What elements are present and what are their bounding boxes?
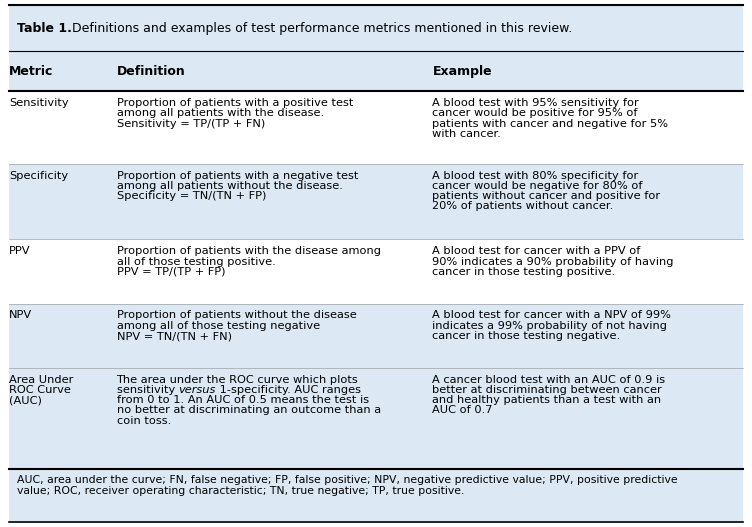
- Text: and healthy patients than a test with an: and healthy patients than a test with an: [432, 395, 662, 405]
- Text: PPV: PPV: [9, 246, 31, 256]
- Text: patients without cancer and positive for: patients without cancer and positive for: [432, 191, 660, 201]
- Text: A blood test for cancer with a NPV of 99%: A blood test for cancer with a NPV of 99…: [432, 310, 672, 320]
- Text: coin toss.: coin toss.: [117, 416, 171, 426]
- Text: 1-specificity. AUC ranges: 1-specificity. AUC ranges: [216, 385, 361, 395]
- Text: Definition: Definition: [117, 65, 185, 78]
- Text: from 0 to 1. An AUC of 0.5 means the test is: from 0 to 1. An AUC of 0.5 means the tes…: [117, 395, 368, 405]
- Text: indicates a 99% probability of not having: indicates a 99% probability of not havin…: [432, 321, 668, 331]
- Text: A blood test with 95% sensitivity for: A blood test with 95% sensitivity for: [432, 98, 639, 108]
- Bar: [9, 164, 743, 239]
- Text: 90% indicates a 90% probability of having: 90% indicates a 90% probability of havin…: [432, 257, 674, 267]
- Bar: [9, 239, 743, 304]
- Text: A blood test with 80% specificity for: A blood test with 80% specificity for: [432, 171, 638, 181]
- Text: Proportion of patients without the disease: Proportion of patients without the disea…: [117, 310, 356, 320]
- Text: versus: versus: [178, 385, 216, 395]
- Text: NPV = TN/(TN + FN): NPV = TN/(TN + FN): [117, 331, 232, 341]
- Bar: [9, 5, 743, 52]
- Text: AUC of 0.7: AUC of 0.7: [432, 405, 493, 415]
- Text: Specificity: Specificity: [9, 171, 68, 181]
- Bar: [9, 91, 743, 164]
- Bar: [9, 368, 743, 469]
- Text: no better at discriminating an outcome than a: no better at discriminating an outcome t…: [117, 405, 381, 415]
- Text: value; ROC, receiver operating characteristic; TN, true negative; TP, true posit: value; ROC, receiver operating character…: [17, 486, 464, 496]
- Text: Proportion of patients with a positive test: Proportion of patients with a positive t…: [117, 98, 353, 108]
- Text: Example: Example: [432, 65, 492, 78]
- Text: PPV = TP/(TP + FP): PPV = TP/(TP + FP): [117, 267, 225, 277]
- Text: Sensitivity: Sensitivity: [9, 98, 68, 108]
- Text: among all of those testing negative: among all of those testing negative: [117, 321, 320, 331]
- Text: cancer in those testing negative.: cancer in those testing negative.: [432, 331, 620, 341]
- Text: Area Under: Area Under: [9, 375, 74, 385]
- Text: Metric: Metric: [9, 65, 53, 78]
- Text: A cancer blood test with an AUC of 0.9 is: A cancer blood test with an AUC of 0.9 i…: [432, 375, 666, 385]
- Text: Definitions and examples of test performance metrics mentioned in this review.: Definitions and examples of test perform…: [64, 22, 572, 35]
- Text: NPV: NPV: [9, 310, 32, 320]
- Text: ROC Curve: ROC Curve: [9, 385, 71, 395]
- Text: better at discriminating between cancer: better at discriminating between cancer: [432, 385, 663, 395]
- Text: cancer would be negative for 80% of: cancer would be negative for 80% of: [432, 181, 643, 191]
- Text: cancer in those testing positive.: cancer in those testing positive.: [432, 267, 616, 277]
- Text: A blood test for cancer with a PPV of: A blood test for cancer with a PPV of: [432, 246, 641, 256]
- Text: Proportion of patients with the disease among: Proportion of patients with the disease …: [117, 246, 381, 256]
- Text: among all patients with the disease.: among all patients with the disease.: [117, 109, 323, 119]
- Text: Table 1.: Table 1.: [17, 22, 71, 35]
- Text: with cancer.: with cancer.: [432, 129, 502, 139]
- Text: 20% of patients without cancer.: 20% of patients without cancer.: [432, 201, 614, 211]
- Text: all of those testing positive.: all of those testing positive.: [117, 257, 275, 267]
- Text: AUC, area under the curve; FN, false negative; FP, false positive; NPV, negative: AUC, area under the curve; FN, false neg…: [17, 475, 677, 485]
- Text: patients with cancer and negative for 5%: patients with cancer and negative for 5%: [432, 119, 669, 129]
- Text: The area under the ROC curve which plots: The area under the ROC curve which plots: [117, 375, 358, 385]
- Bar: [9, 469, 743, 522]
- Text: Proportion of patients with a negative test: Proportion of patients with a negative t…: [117, 171, 358, 181]
- Text: sensitivity: sensitivity: [117, 385, 178, 395]
- Bar: [9, 52, 743, 91]
- Text: among all patients without the disease.: among all patients without the disease.: [117, 181, 342, 191]
- Text: (AUC): (AUC): [9, 395, 42, 405]
- Text: Specificity = TN/(TN + FP): Specificity = TN/(TN + FP): [117, 191, 266, 201]
- Bar: [9, 304, 743, 368]
- Text: Sensitivity = TP/(TP + FN): Sensitivity = TP/(TP + FN): [117, 119, 265, 129]
- Text: cancer would be positive for 95% of: cancer would be positive for 95% of: [432, 109, 638, 119]
